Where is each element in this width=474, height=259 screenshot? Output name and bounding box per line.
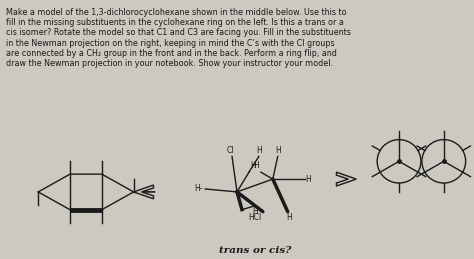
Text: H: H: [275, 146, 281, 155]
Text: H: H: [250, 161, 255, 170]
Text: fill in the missing substituents in the cyclohexane ring on the left. Is this a : fill in the missing substituents in the …: [6, 18, 344, 27]
Text: H: H: [253, 161, 259, 170]
Text: are connected by a CH₂ group in the front and in the back. Perform a ring flip, : are connected by a CH₂ group in the fron…: [6, 49, 337, 57]
Polygon shape: [134, 185, 154, 199]
Text: H-: H-: [195, 184, 203, 193]
Text: Make a model of the 1,3-dichlorocyclohexane shown in the middle below. Use this : Make a model of the 1,3-dichlorocyclohex…: [6, 8, 347, 17]
Text: draw the Newman projection in your notebook. Show your instructor your model.: draw the Newman projection in your noteb…: [6, 59, 333, 68]
Text: H: H: [252, 207, 258, 216]
Text: HCl: HCl: [248, 213, 262, 222]
Text: in the Newman projection on the right, keeping in mind the C’s with the Cl group: in the Newman projection on the right, k…: [6, 39, 335, 47]
Polygon shape: [337, 172, 356, 186]
Text: trans or cis?: trans or cis?: [219, 246, 291, 255]
Text: cis isomer? Rotate the model so that C1 and C3 are facing you. Fill in the subst: cis isomer? Rotate the model so that C1 …: [6, 28, 351, 38]
Text: H: H: [286, 213, 292, 222]
Text: H: H: [256, 146, 262, 155]
Text: H: H: [306, 175, 311, 184]
Text: Cl: Cl: [226, 146, 234, 155]
